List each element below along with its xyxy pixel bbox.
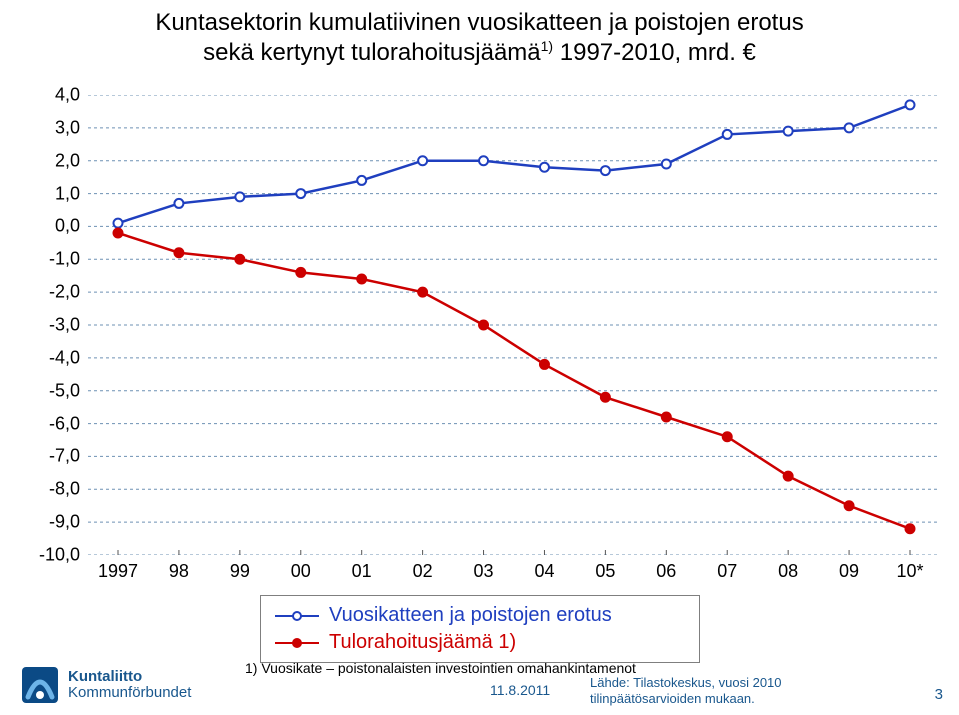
chart-plot xyxy=(88,95,940,555)
legend-label: Tulorahoitusjäämä 1) xyxy=(329,629,516,656)
page-number: 3 xyxy=(935,686,943,703)
title-line2a: sekä kertynyt tulorahoitusjäämä xyxy=(203,39,541,66)
series-marker xyxy=(784,472,793,481)
series-marker xyxy=(174,199,183,208)
series-marker xyxy=(845,123,854,132)
title-sup: 1) xyxy=(541,38,553,54)
source-line1: Lähde: Tilastokeskus, vuosi 2010 xyxy=(590,675,782,690)
legend: Vuosikatteen ja poistojen erotusTuloraho… xyxy=(260,595,700,663)
x-tick-label: 09 xyxy=(839,561,859,582)
series-marker xyxy=(418,288,427,297)
series-marker xyxy=(540,360,549,369)
series-marker xyxy=(845,501,854,510)
y-tick-label: -8,0 xyxy=(49,479,80,500)
y-tick-label: 3,0 xyxy=(55,117,80,138)
date-label: 11.8.2011 xyxy=(490,682,550,698)
title-line2b: 1997-2010, mrd. € xyxy=(553,39,756,66)
series-marker xyxy=(296,189,305,198)
series-marker xyxy=(357,176,366,185)
y-tick-label: -2,0 xyxy=(49,282,80,303)
x-tick-label: 00 xyxy=(291,561,311,582)
series-marker xyxy=(357,275,366,284)
x-tick-label: 05 xyxy=(595,561,615,582)
series-marker xyxy=(235,255,244,264)
y-tick-label: 0,0 xyxy=(55,216,80,237)
series-line xyxy=(118,233,910,529)
x-tick-label: 07 xyxy=(717,561,737,582)
y-tick-label: -1,0 xyxy=(49,249,80,270)
series-marker xyxy=(784,127,793,136)
x-tick-label: 01 xyxy=(352,561,372,582)
series-marker xyxy=(235,192,244,201)
logo-text: Kuntaliitto Kommunförbundet xyxy=(68,669,191,702)
legend-swatch xyxy=(275,635,319,651)
source-line2: tilinpäätösarvioiden mukaan. xyxy=(590,691,755,706)
series-marker xyxy=(601,166,610,175)
kuntaliitto-icon xyxy=(20,665,60,705)
x-tick-label: 08 xyxy=(778,561,798,582)
y-tick-label: -10,0 xyxy=(39,545,80,566)
x-tick-label: 06 xyxy=(656,561,676,582)
y-tick-label: -4,0 xyxy=(49,347,80,368)
series-marker xyxy=(114,219,123,228)
series-marker xyxy=(662,413,671,422)
x-tick-label: 98 xyxy=(169,561,189,582)
series-marker xyxy=(601,393,610,402)
chart-title: Kuntasektorin kumulatiivinen vuosikattee… xyxy=(0,0,959,72)
logo: Kuntaliitto Kommunförbundet xyxy=(20,665,191,705)
footnote: 1) Vuosikate – poistonalaisten investoin… xyxy=(245,660,636,676)
y-tick-label: 2,0 xyxy=(55,150,80,171)
series-marker xyxy=(906,100,915,109)
series-marker xyxy=(114,229,123,238)
series-marker xyxy=(418,156,427,165)
x-tick-label: 02 xyxy=(413,561,433,582)
series-marker xyxy=(479,321,488,330)
series-marker xyxy=(906,524,915,533)
legend-entry: Tulorahoitusjäämä 1) xyxy=(275,629,685,656)
x-tick-label: 10* xyxy=(896,561,923,582)
logo-line1: Kuntaliitto xyxy=(68,668,142,685)
y-tick-label: -3,0 xyxy=(49,315,80,336)
series-marker xyxy=(174,248,183,257)
x-axis: 1997 98 99 00 01 02 03 04 05 06 07 08 09 10* xyxy=(88,555,940,585)
series-marker xyxy=(479,156,488,165)
legend-label: Vuosikatteen ja poistojen erotus xyxy=(329,602,612,629)
y-tick-label: -5,0 xyxy=(49,380,80,401)
title-line1: Kuntasektorin kumulatiivinen vuosikattee… xyxy=(155,9,803,36)
x-tick-label: 1997 xyxy=(98,561,138,582)
logo-line2: Kommunförbundet xyxy=(68,684,191,701)
y-tick-label: -9,0 xyxy=(49,512,80,533)
series-line xyxy=(118,105,910,223)
x-tick-label: 99 xyxy=(230,561,250,582)
series-marker xyxy=(723,130,732,139)
legend-entry: Vuosikatteen ja poistojen erotus xyxy=(275,602,685,629)
y-axis: 4,03,02,01,00,0-1,0-2,0-3,0-4,0-5,0-6,0-… xyxy=(20,95,88,555)
series-marker xyxy=(662,160,671,169)
y-tick-label: 4,0 xyxy=(55,85,80,106)
legend-swatch xyxy=(275,608,319,624)
source-label: Lähde: Tilastokeskus, vuosi 2010 tilinpä… xyxy=(590,675,782,706)
series-marker xyxy=(723,432,732,441)
y-tick-label: -6,0 xyxy=(49,413,80,434)
series-marker xyxy=(296,268,305,277)
x-tick-label: 04 xyxy=(534,561,554,582)
x-tick-label: 03 xyxy=(474,561,494,582)
y-tick-label: 1,0 xyxy=(55,183,80,204)
y-tick-label: -7,0 xyxy=(49,446,80,467)
chart-area: 4,03,02,01,00,0-1,0-2,0-3,0-4,0-5,0-6,0-… xyxy=(20,95,940,555)
series-marker xyxy=(540,163,549,172)
